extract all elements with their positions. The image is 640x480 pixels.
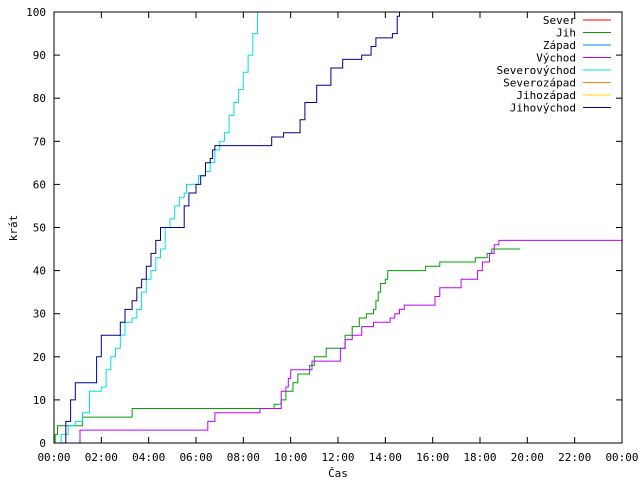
legend-label: Východ [536,52,576,65]
y-tick-label: 90 [33,49,46,62]
legend-label: Západ [543,39,576,52]
legend-label: Jih [556,27,576,40]
x-tick-label: 10:00 [274,451,307,464]
y-tick-label: 0 [39,437,46,450]
x-tick-label: 04:00 [132,451,165,464]
legend: SeverJihZápadVýchodSeverovýchodSeverozáp… [497,14,611,115]
x-tick-label: 16:00 [416,451,449,464]
y-tick-label: 60 [33,178,46,191]
series-line-7 [61,12,400,444]
y-tick-label: 30 [33,308,46,321]
y-axis: 0 10 20 30 40 50 60 70 80 90 100 [26,6,622,450]
x-axis-label: Čas [328,467,348,480]
series-line-4 [56,12,258,444]
x-tick-label: 18:00 [463,451,496,464]
x-tick-label: 00:00 [605,451,638,464]
series-line-3 [77,239,622,444]
y-tick-label: 70 [33,135,46,148]
series-line-1 [54,248,521,444]
y-tick-label: 100 [26,6,46,19]
legend-label: Sever [543,14,576,27]
x-axis: 00:00 02:00 04:00 06:00 08:00 10:00 12:00 14:00… [37,12,639,464]
x-tick-label: 12:00 [321,451,354,464]
x-tick-label: 06:00 [179,451,212,464]
legend-label: Severozápad [503,77,576,90]
series-layer [54,12,622,444]
y-tick-label: 20 [33,351,46,364]
x-tick-label: 08:00 [227,451,260,464]
y-tick-label: 40 [33,265,46,278]
y-axis-label: krát [7,215,20,242]
x-tick-label: 00:00 [37,451,70,464]
x-tick-label: 02:00 [85,451,118,464]
y-tick-label: 80 [33,92,46,105]
x-tick-label: 20:00 [511,451,544,464]
legend-label: Severovýchod [497,64,576,77]
legend-label: Jihovýchod [510,102,576,115]
y-tick-label: 10 [33,394,46,407]
y-tick-label: 50 [33,222,46,235]
x-tick-label: 14:00 [369,451,402,464]
legend-label: Jihozápad [516,89,576,102]
x-tick-label: 22:00 [558,451,591,464]
